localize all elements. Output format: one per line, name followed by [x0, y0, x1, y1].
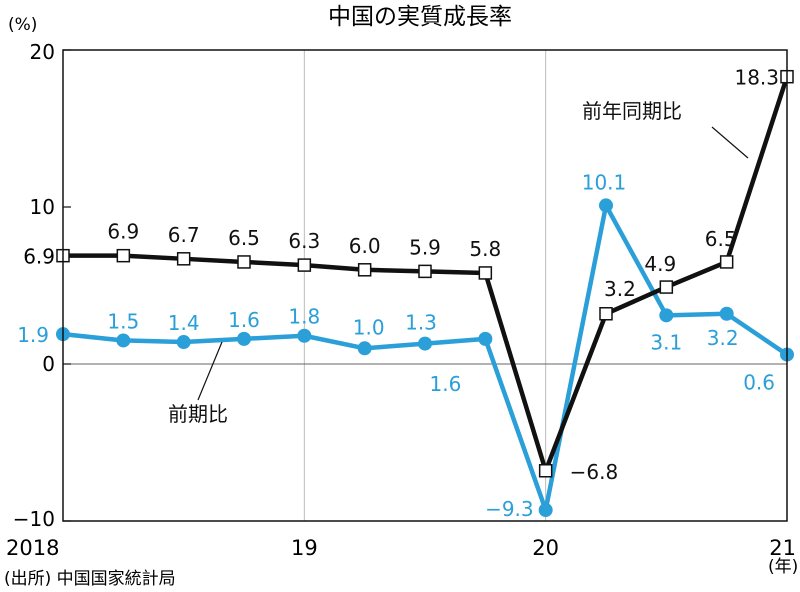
yoy-point — [418, 264, 432, 279]
yoy-data-label: 5.8 — [469, 237, 501, 261]
yoy-data-label: 6.0 — [349, 234, 381, 258]
qoq-point — [357, 341, 372, 356]
yoy-data-label: 18.3 — [734, 66, 779, 90]
qoq-data-label: 3.1 — [650, 330, 682, 354]
qoq-data-label: 1.6 — [228, 308, 260, 332]
y-tick-label: 20 — [30, 40, 55, 64]
yoy-point — [176, 252, 191, 266]
qoq-point — [599, 198, 613, 213]
yoy-point — [297, 258, 312, 272]
qoq-point — [418, 336, 432, 351]
yoy-point — [659, 280, 674, 294]
qoq-data-label: 3.2 — [707, 326, 739, 350]
qoq-point — [538, 503, 553, 518]
qoq-point — [116, 333, 131, 348]
x-tick-label: 19 — [291, 536, 318, 560]
qoq-point — [719, 306, 734, 321]
chart-title: 中国の実質成長率 — [328, 4, 512, 30]
series-name-yoy: 前年同期比 — [582, 99, 682, 123]
qoq-data-label: 1.6 — [430, 372, 462, 396]
qoq-point — [237, 331, 251, 346]
y-tick-label: −10 — [13, 507, 55, 531]
qoq-point — [297, 328, 312, 343]
yoy-data-label: 6.3 — [288, 229, 320, 253]
grid-layer — [63, 49, 787, 522]
series-name-qoq: 前期比 — [168, 402, 228, 426]
yoy-data-label: 6.5 — [228, 226, 260, 250]
qoq-leader-line — [197, 341, 223, 401]
source-note: (出所) 中国国家統計局 — [4, 569, 176, 589]
y-tick-label: 10 — [30, 195, 55, 219]
x-tick-label: 21 — [769, 536, 796, 560]
qoq-point — [659, 308, 674, 323]
qoq-data-label: 10.1 — [582, 170, 627, 194]
yoy-data-label: −6.8 — [570, 460, 619, 484]
qoq-data-label: 1.0 — [353, 315, 385, 339]
plot-frame — [62, 49, 788, 522]
yoy-point — [538, 464, 553, 478]
qoq-data-label: 1.4 — [168, 311, 200, 335]
y-tick-label: 6.9 — [23, 245, 55, 269]
qoq-data-label: 1.5 — [107, 309, 139, 333]
x-tick-label: 2018 — [6, 536, 59, 560]
yoy-data-label: 5.9 — [409, 235, 441, 259]
label-layer: 20 10 0 −10 6.9 2018 19 20 21 6.9 6.7 6.5 6.3 6.0 5.9 5… — [6, 40, 796, 560]
qoq-data-label: 1.9 — [17, 323, 49, 347]
x-tick-label: 20 — [532, 536, 559, 560]
yoy-point — [478, 266, 493, 280]
y-tick-label: 0 — [42, 352, 55, 376]
yoy-data-label: 6.5 — [705, 227, 737, 251]
yoy-point — [116, 248, 131, 263]
qoq-data-label: 1.8 — [288, 305, 320, 329]
y-axis-unit: (%) — [8, 15, 37, 35]
yoy-point — [599, 307, 613, 321]
series-layer — [56, 69, 794, 518]
yoy-data-label: 6.7 — [168, 223, 200, 247]
yoy-data-label: 3.2 — [604, 277, 636, 301]
yoy-point — [357, 263, 372, 277]
qoq-point — [478, 331, 493, 346]
qoq-data-label: 1.3 — [405, 311, 437, 335]
x-axis-unit: (年) — [768, 557, 798, 577]
qoq-data-label: −9.3 — [485, 497, 534, 521]
yoy-point — [719, 255, 734, 269]
yoy-point — [237, 255, 251, 269]
qoq-point — [176, 335, 191, 350]
yoy-data-label: 4.9 — [644, 252, 676, 276]
qoq-data-label: 0.6 — [743, 371, 775, 395]
yoy-leader-line — [711, 126, 749, 159]
yoy-data-label: 6.9 — [107, 220, 139, 244]
